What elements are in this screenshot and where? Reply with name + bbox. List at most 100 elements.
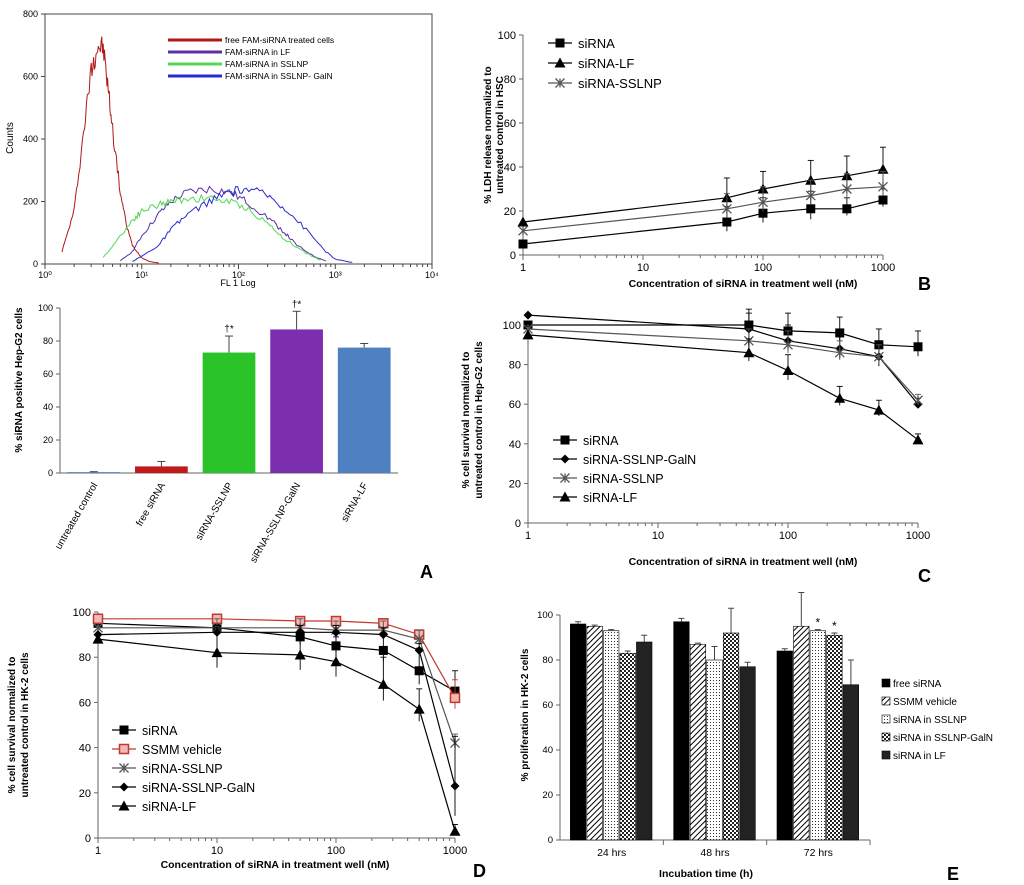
- prolif-legend-label-1: free siRNA: [893, 679, 942, 690]
- hepg2-series-line-1: [528, 324, 919, 348]
- flow-xlabel: FL 1 Log: [220, 278, 255, 288]
- hk2-xtick-label: 1: [95, 845, 101, 857]
- hepg2-ytick-label: 100: [503, 320, 521, 332]
- ldh-point: [758, 197, 768, 208]
- bar-a-ytick-label: 60: [43, 369, 53, 379]
- prolif-bar-3-2: [793, 625, 810, 841]
- ldh-ytick-label: 60: [504, 118, 516, 130]
- flow-ylabel: Counts: [5, 122, 16, 154]
- hepg2-ytick-label: 40: [509, 439, 521, 451]
- ldh-ytick-label: 20: [504, 206, 516, 218]
- ldh-series-line-3: [522, 186, 884, 232]
- hepg2-xlabel: Concentration of siRNA in treatment well…: [629, 556, 858, 568]
- ldh-point: [841, 184, 852, 194]
- bar-a-ytick-label: 0: [48, 468, 53, 478]
- ldh-point: [518, 225, 528, 236]
- flow-ytick-label: 800: [23, 9, 38, 19]
- hk2-point: [414, 645, 424, 655]
- flow-xtick-label: 10⁴: [425, 270, 439, 280]
- flow-ytick-label: 600: [23, 72, 38, 82]
- ldh-xtick-label: 10: [637, 262, 649, 274]
- hk2-point: [414, 666, 424, 676]
- panel-label-a: A: [420, 562, 433, 582]
- ldh-point: [878, 195, 888, 205]
- hepg2-ytick-label: 0: [515, 518, 521, 530]
- hk2-xtick-label: 1000: [443, 845, 467, 857]
- prolif-legend-swatch-2: [881, 696, 891, 706]
- prolif-xlabel: Incubation time (h): [659, 868, 753, 880]
- hk2-xlabel: Concentration of siRNA in treatment well…: [161, 859, 390, 871]
- ldh-point: [805, 174, 817, 185]
- ldh-legend-marker-2: [554, 57, 566, 68]
- prolif-legend-label-4: siRNA in SSLNP-GalN: [893, 733, 993, 744]
- hk2-legend-marker-4: [119, 782, 129, 792]
- hk2-point: [378, 645, 388, 655]
- hk2-ytick-label: 40: [79, 743, 91, 755]
- ldh-xlabel: Concentration of siRNA in treatment well…: [629, 278, 858, 290]
- ldh-point: [758, 208, 768, 218]
- hk2-legend-label-4: siRNA-SSLNP-GalN: [142, 781, 255, 795]
- prolif-bar-3-4: [826, 634, 843, 841]
- ldh-ytick-label: 80: [504, 74, 516, 86]
- panel-label-e: E: [947, 864, 959, 884]
- hk2-xtick-label: 10: [211, 845, 223, 857]
- prolif-bar-2-5: [739, 666, 756, 841]
- hk2-legend-label-1: siRNA: [142, 724, 178, 738]
- ldh-point: [722, 217, 732, 227]
- prolif-bar-3-5: [842, 684, 859, 841]
- ldh-xtick-label: 100: [754, 262, 772, 274]
- prolif-legend-label-3: siRNA in SSLNP: [893, 715, 967, 726]
- hk2-point: [92, 633, 104, 644]
- ldh-chart-b: % LDH release normalized to untreated co…: [483, 30, 931, 294]
- bar-a-annotation: †*: [292, 299, 302, 310]
- prolif-bar-3-1: [776, 650, 793, 841]
- ldh-point: [842, 204, 852, 214]
- hk2-ylabel-line2: untreated control in HK-2 cells: [20, 652, 31, 797]
- hepg2-point: [782, 365, 794, 376]
- hepg2-point: [523, 310, 533, 320]
- bar-a-ytick-label: 80: [43, 336, 53, 346]
- hepg2-point: [913, 342, 923, 352]
- prolif-legend-label-2: SSMM vehicle: [893, 697, 957, 708]
- hk2-legend-label-5: siRNA-LF: [142, 800, 197, 814]
- hepg2-series-line-3: [527, 328, 919, 401]
- ldh-point: [721, 203, 732, 214]
- hepg2-point: [913, 395, 923, 406]
- hk2-point: [331, 627, 341, 637]
- hk2-ytick-label: 100: [73, 607, 91, 619]
- hk2-point: [294, 649, 306, 660]
- prolif-category-label: 48 hrs: [700, 847, 729, 859]
- hepg2-xtick-label: 100: [779, 530, 797, 542]
- prolif-bar-1-1: [570, 623, 587, 841]
- flow-legend-label-1: free FAM-siRNA treated cells: [225, 35, 334, 45]
- flow-ytick-label: 400: [23, 134, 38, 144]
- hepg2-legend-marker-4: [559, 491, 571, 502]
- prolif-ytick-label: 60: [542, 700, 553, 711]
- hk2-ytick-label: 0: [85, 833, 91, 845]
- hk2-chart-d: % cell survival normalized to untreated …: [7, 607, 486, 881]
- bar-a-ytick-label: 20: [43, 435, 53, 445]
- prolif-legend-swatch-1: [881, 678, 891, 688]
- flow-series-line-3: [102, 193, 321, 261]
- bar-a-bar-5: [337, 347, 391, 473]
- flow-legend-label-2: FAM-siRNA in LF: [225, 47, 290, 57]
- bar-a-annotation: †*: [224, 324, 234, 335]
- ldh-ylabel-line2: untreated control in HSC: [495, 76, 506, 194]
- hk2-ytick-label: 60: [79, 697, 91, 709]
- hepg2-point: [834, 347, 845, 358]
- prolif-legend-label-5: siRNA in LF: [893, 751, 946, 762]
- hepg2-legend-label-3: siRNA-SSLNP: [583, 472, 664, 486]
- prolif-legend-swatch-4: [881, 732, 891, 742]
- hk2-point: [413, 703, 425, 714]
- flow-series-line-4: [132, 186, 353, 263]
- ldh-point: [878, 181, 888, 192]
- prolif-bar-1-3: [603, 630, 620, 841]
- hepg2-legend-label-2: siRNA-SSLNP-GalN: [583, 453, 696, 467]
- prolif-bar-2-1: [673, 621, 690, 841]
- hepg2-point: [912, 434, 924, 445]
- hepg2-ytick-label: 20: [509, 478, 521, 490]
- flow-xtick-label: 10¹: [135, 270, 148, 280]
- flow-legend-label-4: FAM-siRNA in SSLNP- GalN: [225, 71, 333, 81]
- hk2-point: [449, 692, 461, 704]
- ldh-series-line-1: [522, 199, 884, 245]
